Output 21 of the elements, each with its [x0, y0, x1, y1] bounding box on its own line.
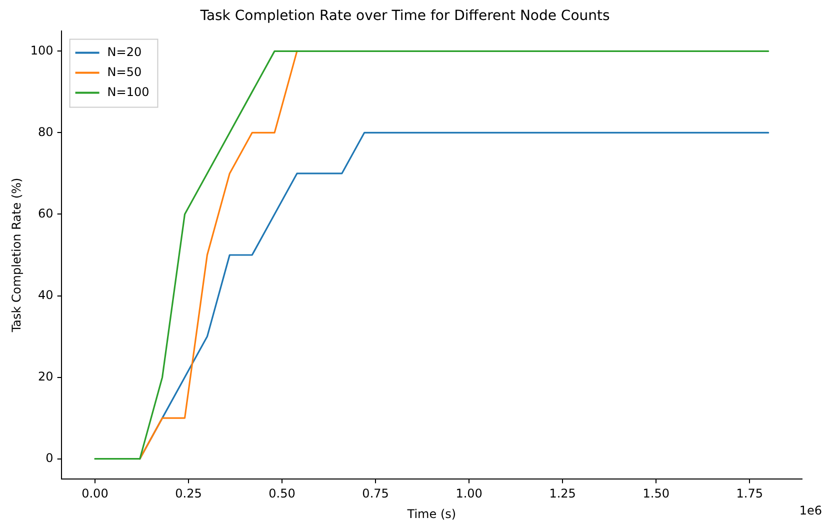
chart-title: Task Completion Rate over Time for Different Node Counts	[199, 8, 610, 24]
y-tick-label: 20	[38, 369, 54, 384]
x-tick-label: 1.25	[549, 486, 576, 501]
y-tick-label: 0	[46, 450, 54, 465]
legend-label: N=100	[107, 84, 150, 99]
x-tick-label: 1.75	[736, 486, 763, 501]
x-tick-label: 0.50	[268, 486, 296, 501]
legend-label: N=20	[107, 44, 142, 59]
x-tick-label: 0.75	[362, 486, 389, 501]
x-tick-label: 0.25	[175, 486, 202, 501]
y-tick-label: 100	[30, 43, 54, 58]
y-tick-label: 40	[38, 288, 54, 302]
text: 1e6	[799, 503, 822, 518]
x-tick-label: 1.50	[642, 486, 670, 501]
legend-label: N=50	[107, 64, 142, 79]
y-axis-title: Task Completion Rate (%)	[9, 178, 24, 334]
x-tick-label: 1.00	[456, 486, 482, 501]
x-axis-title: Time (s)	[406, 506, 456, 521]
y-tick-label: 60	[38, 206, 54, 220]
y-tick-label: 80	[38, 124, 54, 139]
x-tick-label: 0.00	[82, 486, 108, 501]
